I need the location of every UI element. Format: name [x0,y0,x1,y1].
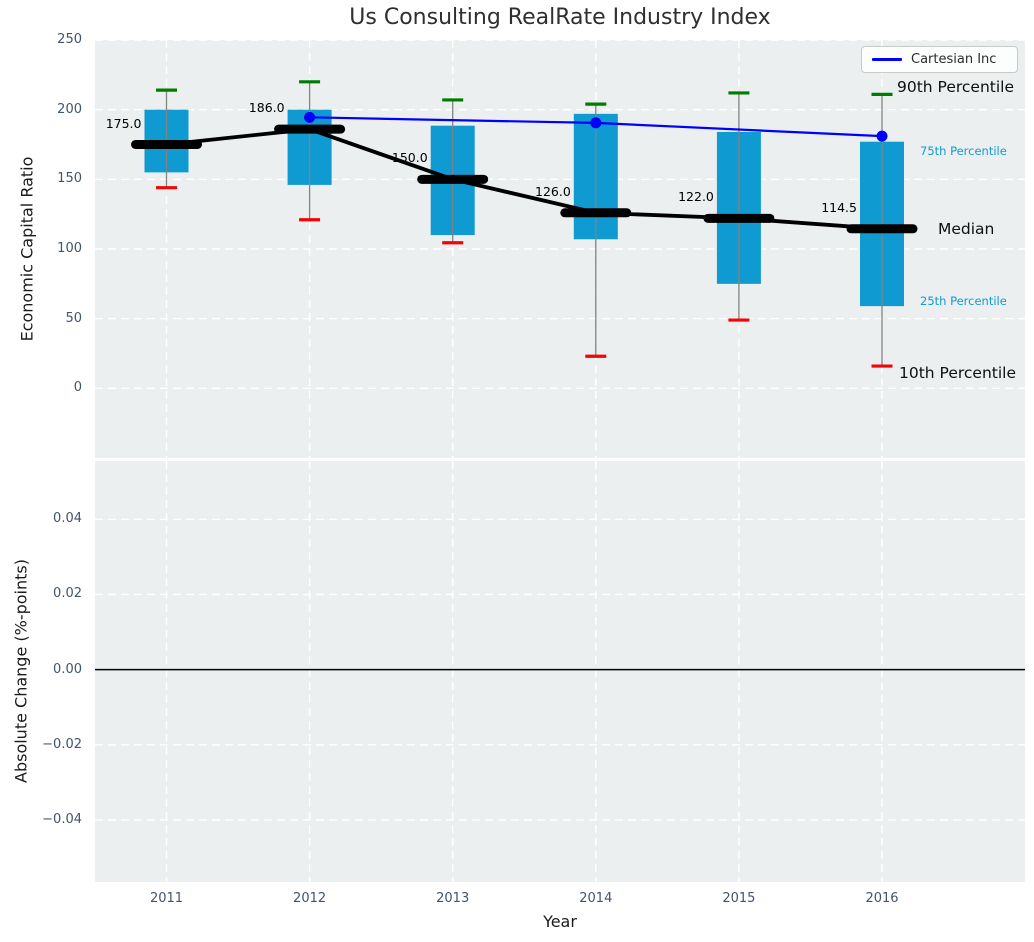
x-tick-label: 2014 [579,891,613,906]
chart-title: Us Consulting RealRate Industry Index [349,5,771,30]
side-label-75th-percentile: 75th Percentile [920,144,1007,158]
median-annotation: 122.0 [678,189,714,205]
bottom-y-axis-label: Absolute Change (%-points) [11,559,31,783]
cartesian-point-2014 [590,117,602,129]
median-annotation: 114.5 [821,199,857,215]
top-y-tick-label: 250 [57,32,82,47]
bottom-y-tick-label: 0.04 [53,511,82,527]
legend-line-swatch [872,58,902,61]
top-y-tick-label: 100 [57,241,82,256]
side-label-25th-percentile: 25th Percentile [920,294,1007,308]
top-y-tick-label: 0 [73,380,82,396]
bottom-y-tick-label: −0.04 [42,811,82,827]
bottom-panel-bg [95,461,1025,882]
x-tick-label: 2011 [149,891,184,906]
median-annotation: 186.0 [248,100,285,116]
side-label-90th-percentile: 90th Percentile [897,78,1015,96]
median-annotation: 126.0 [535,183,571,199]
legend-label: Cartesian Inc [911,52,997,67]
x-tick-label: 2016 [865,891,899,906]
legend: Cartesian Inc [861,46,1018,73]
cartesian-point-2016 [876,130,888,142]
median-annotation: 175.0 [105,115,142,131]
cartesian-point-2012 [304,111,316,123]
bottom-y-tick-label: −0.02 [42,736,82,752]
top-y-tick-label: 200 [57,101,82,117]
bottom-y-tick-label: 0.00 [53,661,82,677]
top-y-tick-label: 50 [65,310,82,326]
median-annotation: 150.0 [391,150,428,166]
x-tick-label: 2015 [722,891,756,906]
side-label-10th-percentile: 10th Percentile [899,364,1017,382]
side-label-median: Median [938,220,995,238]
x-tick-label: 2012 [293,891,327,906]
x-axis-label: Year [543,912,577,931]
x-tick-label: 2013 [436,891,470,906]
bottom-y-tick-label: 0.02 [53,586,82,602]
top-y-tick-label: 150 [57,171,82,187]
